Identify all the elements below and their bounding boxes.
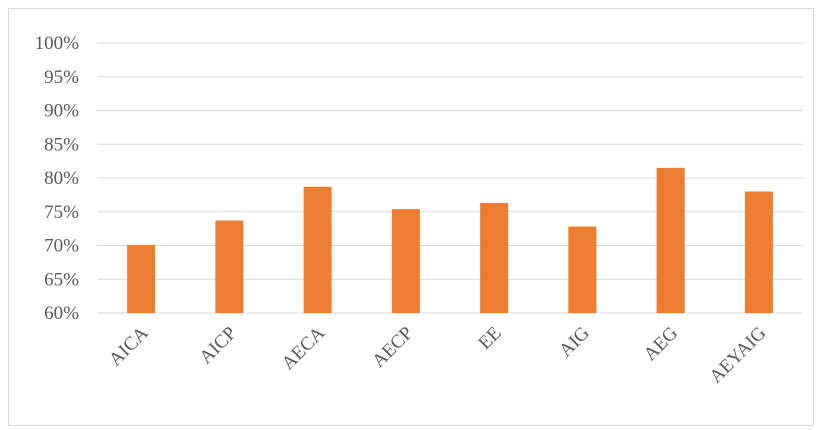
x-axis-category-labels: AICA AICP AECA AECP EE AIG AEG AEYAIG xyxy=(105,322,771,387)
x-category-label: AECA xyxy=(278,322,330,374)
y-tick-label: 95% xyxy=(44,67,79,88)
x-category-label: AIG xyxy=(555,322,594,361)
y-tick-label: 65% xyxy=(44,269,79,290)
y-tick-label: 90% xyxy=(44,101,79,122)
y-tick-label: 85% xyxy=(44,134,79,155)
x-category-label: EE xyxy=(474,323,505,354)
x-category-label: AEG xyxy=(640,322,683,365)
bar-aeyaig xyxy=(744,191,773,313)
bar-aicp xyxy=(215,220,244,313)
bar-aeg xyxy=(656,167,685,313)
y-tick-label: 80% xyxy=(44,168,79,189)
y-tick-label: 75% xyxy=(44,202,79,223)
y-axis-tick-labels: 60% 65% 70% 75% 80% 85% 90% 95% 100% xyxy=(35,33,80,324)
y-tick-label: 60% xyxy=(44,303,79,324)
bar-aeca xyxy=(303,186,332,313)
x-category-label: AEYAIG xyxy=(706,322,771,387)
bar-aecp xyxy=(391,209,420,313)
bar-aica xyxy=(127,244,156,313)
bar-aig xyxy=(568,226,597,313)
x-category-label: AICP xyxy=(195,323,240,368)
x-category-label: AECP xyxy=(368,323,417,372)
bar-ee xyxy=(480,202,509,313)
gridlines xyxy=(97,42,803,314)
x-category-label: AICA xyxy=(105,322,153,370)
y-tick-label: 70% xyxy=(44,236,79,257)
y-tick-label: 100% xyxy=(35,33,80,54)
bars xyxy=(127,167,773,313)
